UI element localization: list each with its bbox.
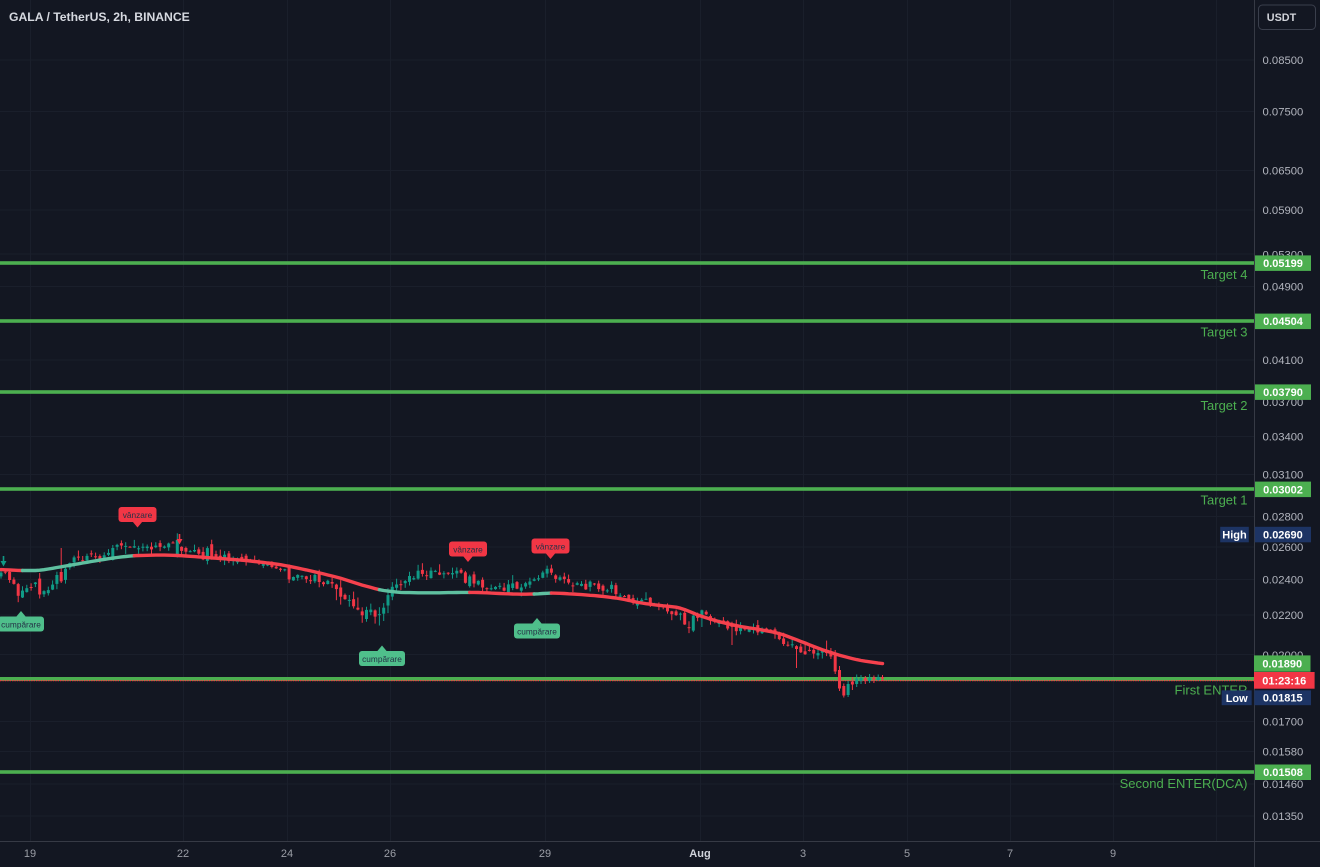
svg-text:Target 1: Target 1 — [1201, 492, 1248, 507]
svg-text:vânzare: vânzare — [123, 510, 153, 520]
svg-text:0.01815: 0.01815 — [1263, 693, 1303, 705]
svg-text:0.01508: 0.01508 — [1263, 767, 1303, 779]
svg-text:vânzare: vânzare — [453, 544, 483, 554]
svg-text:vânzare: vânzare — [536, 541, 566, 551]
svg-text:0.01700: 0.01700 — [1263, 716, 1304, 728]
svg-text:0.03002: 0.03002 — [1263, 484, 1303, 496]
svg-text:Low: Low — [1226, 693, 1248, 705]
svg-text:Target 2: Target 2 — [1201, 398, 1248, 413]
svg-text:0.02690: 0.02690 — [1263, 529, 1303, 541]
svg-text:5: 5 — [904, 848, 910, 860]
svg-text:22: 22 — [177, 848, 189, 860]
svg-text:19: 19 — [24, 848, 36, 860]
svg-text:0.01350: 0.01350 — [1263, 811, 1304, 823]
svg-text:0.06500: 0.06500 — [1263, 165, 1304, 177]
svg-text:cumpărare: cumpărare — [362, 654, 402, 664]
svg-text:Target 4: Target 4 — [1201, 267, 1248, 282]
svg-text:0.08500: 0.08500 — [1263, 55, 1304, 67]
svg-text:0.03790: 0.03790 — [1263, 387, 1303, 399]
svg-text:24: 24 — [281, 848, 293, 860]
svg-text:0.02400: 0.02400 — [1263, 574, 1304, 586]
svg-text:0.01460: 0.01460 — [1263, 779, 1304, 791]
svg-text:0.03400: 0.03400 — [1263, 431, 1304, 443]
svg-text:0.05900: 0.05900 — [1263, 205, 1304, 217]
svg-text:01:23:16: 01:23:16 — [1262, 675, 1306, 687]
svg-text:0.02200: 0.02200 — [1263, 610, 1304, 622]
svg-text:0.04900: 0.04900 — [1263, 281, 1304, 293]
svg-text:3: 3 — [800, 848, 806, 860]
svg-text:0.04504: 0.04504 — [1263, 316, 1304, 328]
svg-text:Aug: Aug — [689, 848, 710, 860]
svg-text:cumpărare: cumpărare — [1, 619, 41, 629]
svg-text:0.05199: 0.05199 — [1263, 258, 1303, 270]
svg-text:26: 26 — [384, 848, 396, 860]
svg-text:0.03100: 0.03100 — [1263, 469, 1304, 481]
svg-text:cumpărare: cumpărare — [517, 626, 557, 636]
svg-text:High: High — [1222, 530, 1247, 542]
svg-text:0.01580: 0.01580 — [1263, 746, 1304, 758]
svg-text:9: 9 — [1110, 848, 1116, 860]
svg-text:0.04100: 0.04100 — [1263, 355, 1304, 367]
svg-text:0.07500: 0.07500 — [1263, 106, 1304, 118]
svg-text:29: 29 — [539, 848, 551, 860]
svg-text:Target 3: Target 3 — [1201, 324, 1248, 339]
svg-text:GALA / TetherUS, 2h, BINANCE: GALA / TetherUS, 2h, BINANCE — [9, 10, 190, 24]
svg-text:7: 7 — [1007, 848, 1013, 860]
svg-text:Second ENTER(DCA): Second ENTER(DCA) — [1120, 776, 1248, 791]
svg-text:0.01890: 0.01890 — [1262, 658, 1302, 670]
svg-text:0.02600: 0.02600 — [1263, 542, 1304, 554]
svg-text:0.02800: 0.02800 — [1263, 511, 1304, 523]
svg-text:USDT: USDT — [1267, 12, 1297, 24]
